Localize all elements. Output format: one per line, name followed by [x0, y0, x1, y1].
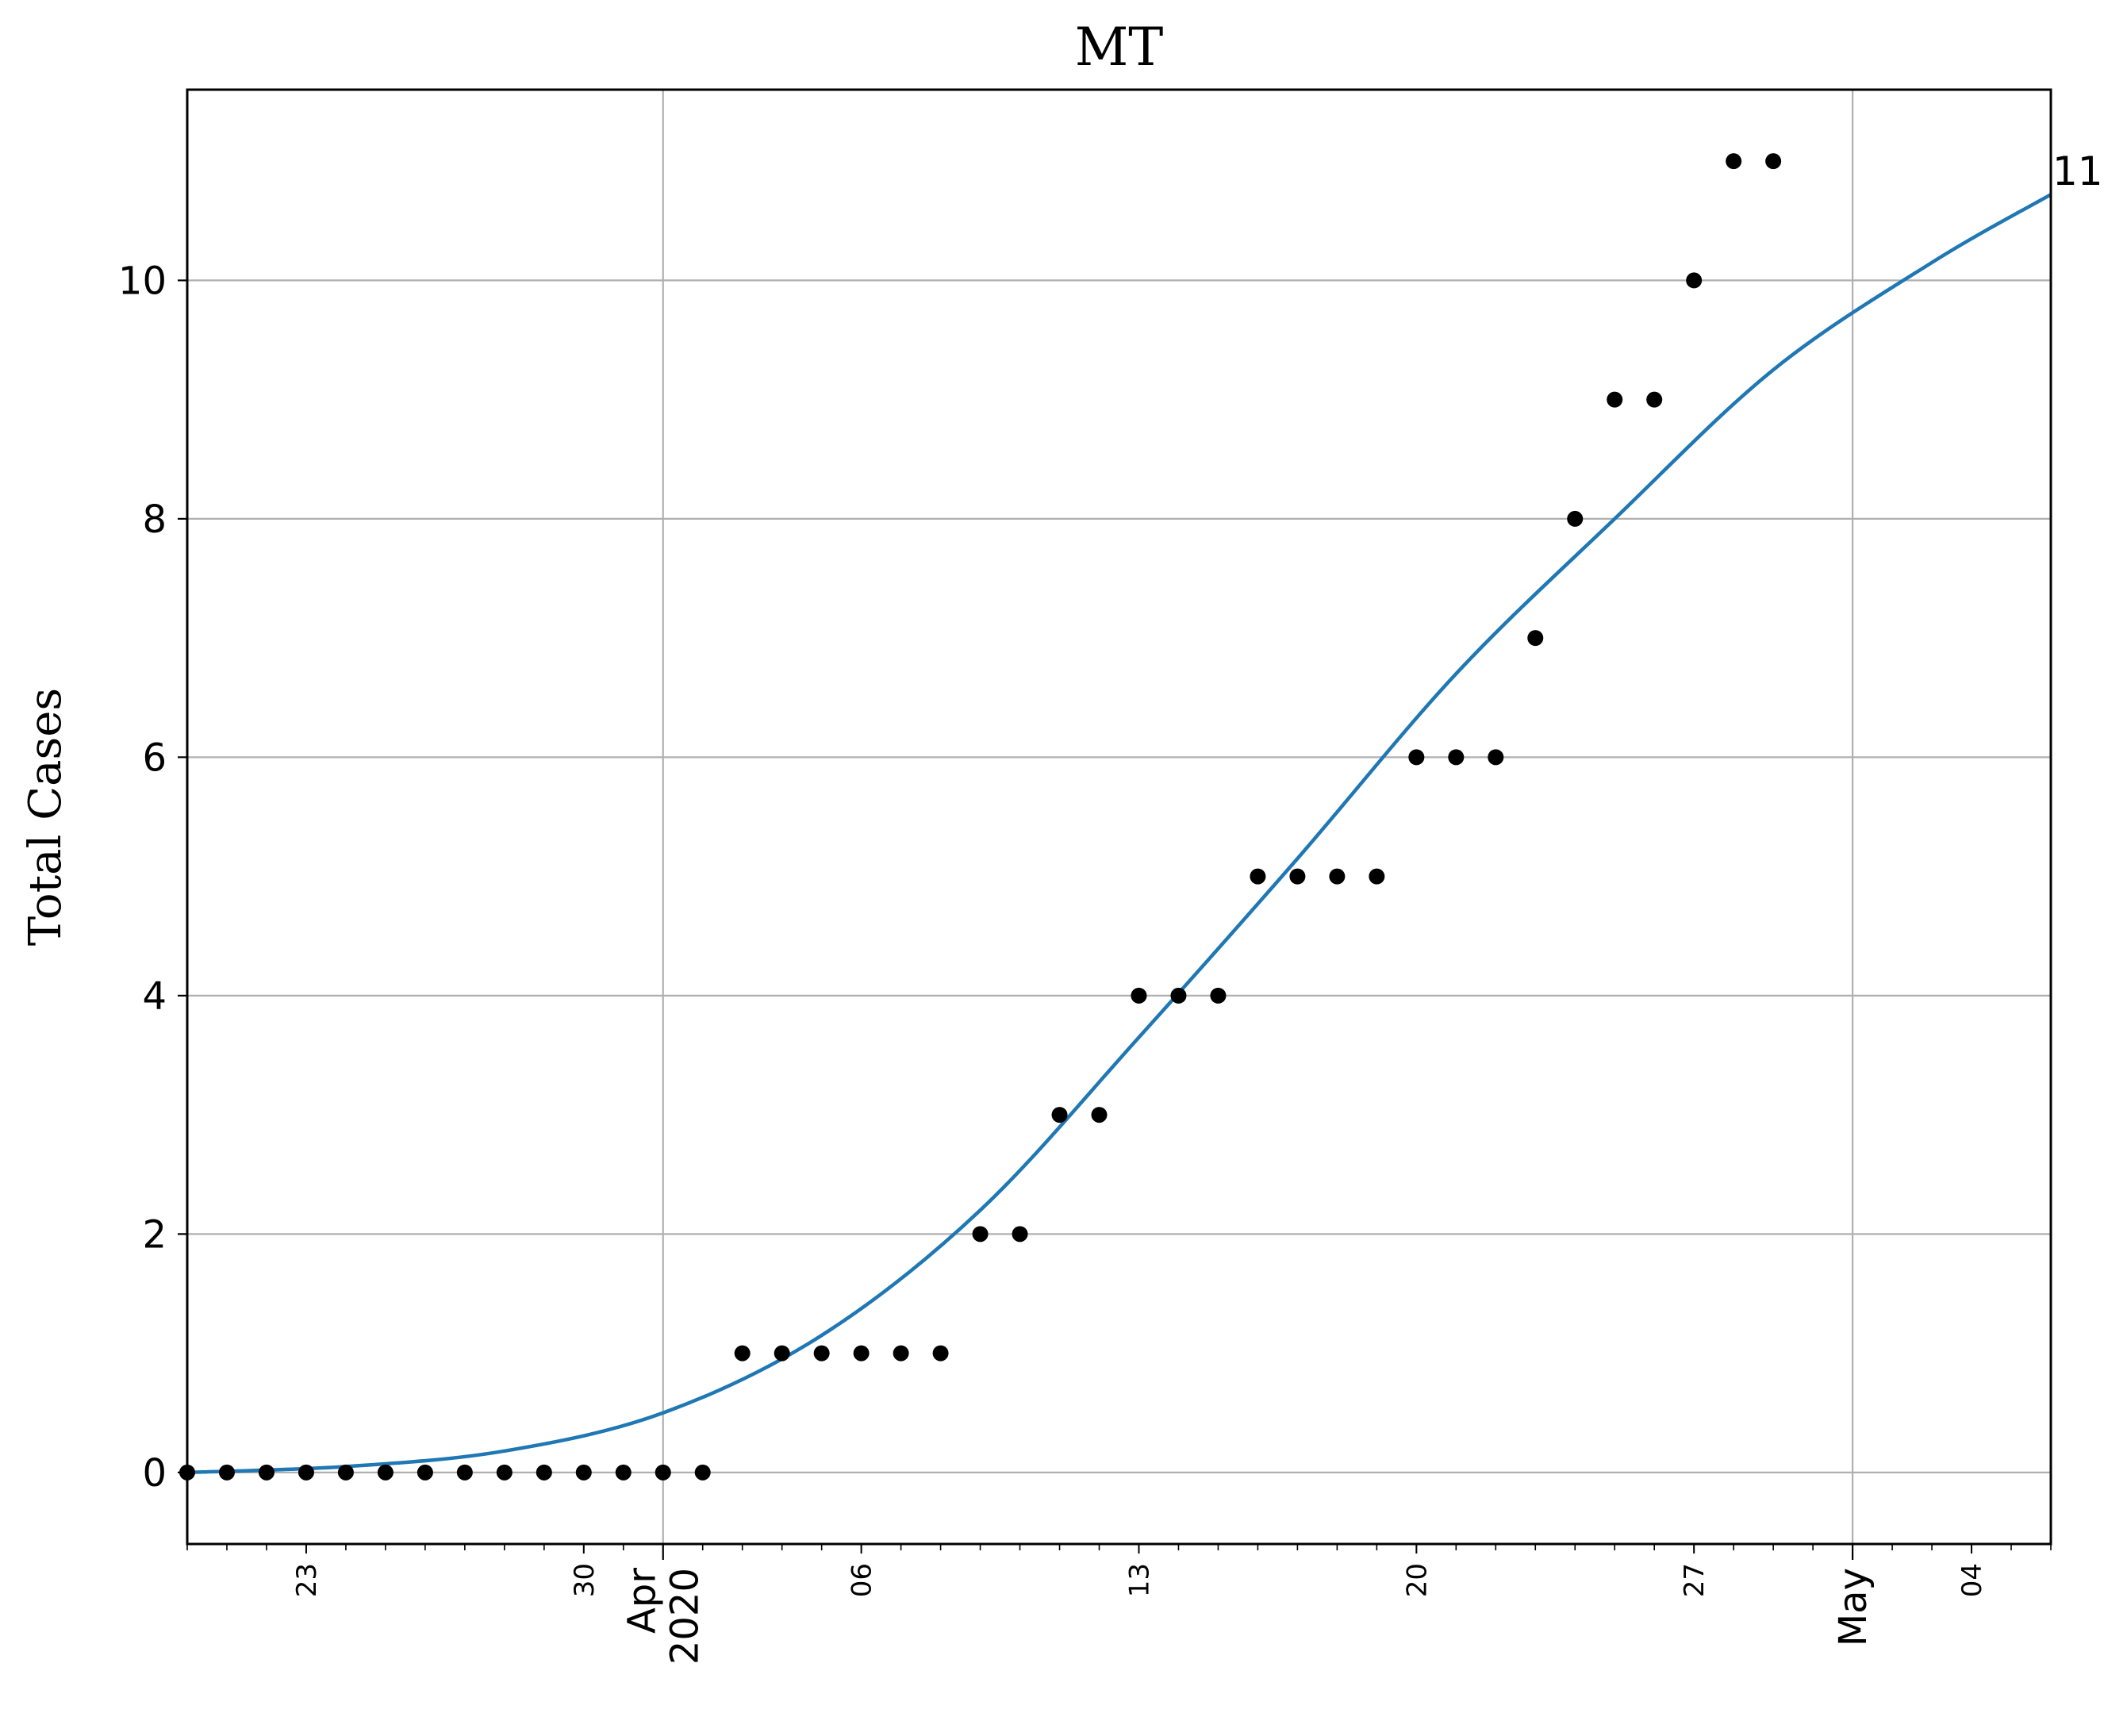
data-point	[218, 1464, 235, 1481]
x-tick-label: 06	[847, 1563, 878, 1597]
y-tick-label: 4	[142, 974, 167, 1019]
data-point	[972, 1226, 989, 1242]
data-point	[1170, 987, 1187, 1004]
data-point	[1051, 1107, 1068, 1123]
plot-frame	[186, 88, 2052, 1546]
data-point	[1646, 391, 1663, 408]
data-point	[932, 1345, 949, 1362]
data-point	[1488, 749, 1504, 766]
y-tick-label: 0	[142, 1451, 167, 1496]
x-major-tick-label-line: May	[1831, 1568, 1876, 1646]
data-point	[377, 1464, 394, 1481]
data-point	[1607, 391, 1623, 408]
x-tick-label: 23	[291, 1563, 323, 1597]
data-point	[1527, 630, 1544, 647]
data-point	[1329, 868, 1346, 885]
y-axis-label: Total Cases	[20, 688, 71, 946]
data-point	[337, 1464, 354, 1481]
data-point	[1289, 868, 1306, 885]
x-major-tick-label-line: 2020	[663, 1568, 708, 1665]
data-point	[1686, 272, 1703, 289]
grid	[187, 90, 2051, 1544]
x-tick-label: 27	[1679, 1563, 1710, 1597]
x-major-tick-label: May	[1831, 1568, 1876, 1646]
x-tick-label: 30	[569, 1563, 601, 1597]
x-major-tick-label-line: Apr	[620, 1568, 665, 1634]
chart-title: MT	[1075, 17, 1164, 78]
data-point	[1012, 1226, 1028, 1242]
data-point	[536, 1464, 552, 1481]
data-point	[1765, 153, 1782, 170]
data-point	[1091, 1107, 1108, 1123]
data-point	[258, 1464, 275, 1481]
data-point	[417, 1464, 433, 1481]
data-point	[1369, 868, 1385, 885]
data-point	[1250, 868, 1266, 885]
x-tick-label: 13	[1123, 1563, 1155, 1597]
y-tick-label: 2	[142, 1212, 167, 1257]
end-value-label: 11	[2052, 148, 2103, 194]
data-point	[1726, 153, 1742, 170]
data-point	[1567, 510, 1584, 527]
y-tick-label: 6	[142, 735, 167, 780]
data-point	[853, 1345, 870, 1362]
data-point	[1408, 749, 1425, 766]
x-tick-label: 20	[1401, 1563, 1433, 1597]
data-point	[813, 1345, 830, 1362]
fit-curve-layer	[186, 193, 2052, 1475]
data-point	[1210, 987, 1227, 1004]
data-point	[456, 1464, 473, 1481]
data-point	[734, 1345, 751, 1362]
y-tick-label: 8	[142, 497, 167, 542]
y-tick-label: 10	[118, 259, 167, 303]
data-point	[774, 1345, 790, 1362]
data-points-layer	[179, 153, 1782, 1481]
data-point	[893, 1345, 909, 1362]
data-point	[496, 1464, 513, 1481]
data-point	[575, 1464, 592, 1481]
data-point	[298, 1464, 314, 1481]
data-point	[694, 1464, 711, 1481]
data-point	[655, 1464, 671, 1481]
data-point	[1131, 987, 1147, 1004]
data-point	[615, 1464, 632, 1481]
fit-curve	[186, 193, 2052, 1475]
data-point	[1448, 749, 1465, 766]
x-tick-label: 04	[1956, 1563, 1988, 1597]
